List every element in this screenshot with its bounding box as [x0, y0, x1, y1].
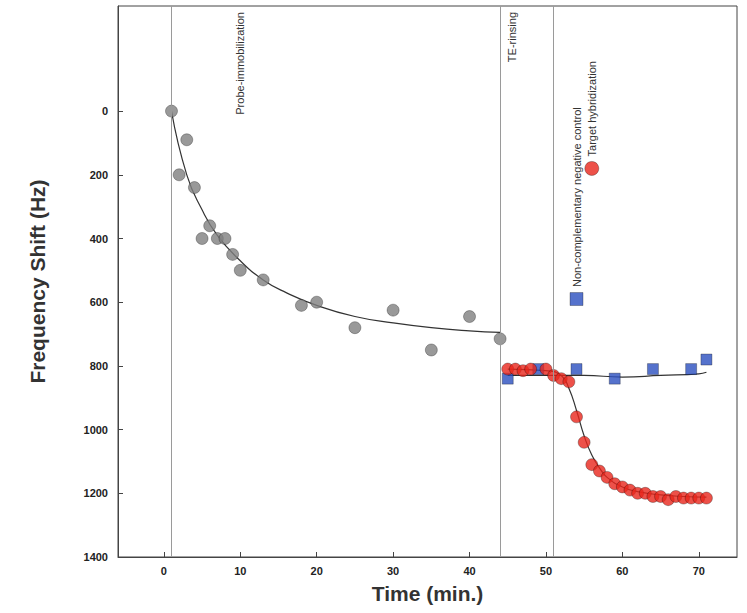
- svg-text:1000: 1000: [84, 424, 108, 436]
- svg-text:50: 50: [540, 565, 552, 577]
- svg-text:40: 40: [463, 565, 475, 577]
- svg-text:Frequency Shift (Hz): Frequency Shift (Hz): [26, 179, 49, 383]
- svg-text:400: 400: [90, 233, 108, 245]
- svg-text:0: 0: [161, 565, 167, 577]
- svg-text:Time (min.): Time (min.): [372, 582, 484, 605]
- svg-text:0: 0: [102, 105, 108, 117]
- svg-text:600: 600: [90, 296, 108, 308]
- svg-text:10: 10: [234, 565, 246, 577]
- svg-text:TE-rinsing: TE-rinsing: [506, 12, 518, 62]
- svg-text:Probe-immobilization: Probe-immobilization: [234, 12, 246, 115]
- svg-text:1200: 1200: [84, 487, 108, 499]
- svg-text:30: 30: [387, 565, 399, 577]
- svg-text:70: 70: [693, 565, 705, 577]
- svg-text:200: 200: [90, 169, 108, 181]
- svg-text:800: 800: [90, 360, 108, 372]
- svg-text:1400: 1400: [84, 551, 108, 563]
- svg-text:20: 20: [311, 565, 323, 577]
- svg-text:Target hybridization: Target hybridization: [586, 61, 598, 156]
- svg-text:60: 60: [616, 565, 628, 577]
- svg-text:Non-complementary negative con: Non-complementary negative control: [571, 107, 583, 287]
